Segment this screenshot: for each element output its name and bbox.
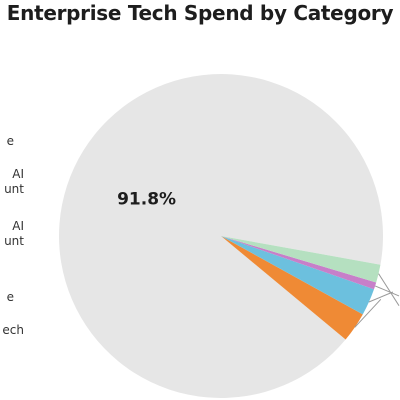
leader-line-2 — [354, 298, 382, 328]
pie-slice-4 — [221, 236, 377, 290]
legend-entry-3: AI unt — [0, 219, 24, 249]
pie-slice-3 — [221, 236, 374, 315]
legend-entry-1-line-1: e — [6, 134, 14, 148]
leader-line-4 — [374, 285, 400, 297]
slice-value-label-1: 91.8% — [117, 190, 176, 210]
legend-entry-2: AI unt — [0, 167, 24, 197]
legend-entry-4-line-1: e — [6, 290, 14, 304]
legend-entry-1: e — [0, 134, 14, 149]
chart-title: Enterprise Tech Spend by Category — [6, 1, 394, 25]
legend-entry-3-line-2: unt — [4, 234, 24, 248]
legend-entry-5: ech — [0, 323, 24, 338]
legend-entry-5-line-1: ech — [2, 323, 24, 337]
legend-entry-2-line-1: AI — [12, 167, 24, 181]
pie-slice-2 — [221, 236, 363, 340]
pie-slice-5 — [221, 236, 381, 283]
pie-slice-1 — [59, 73, 384, 398]
legend-entry-4: e — [0, 290, 14, 305]
legend-entry-2-line-2: unt — [4, 182, 24, 196]
leader-line-3 — [368, 291, 394, 303]
legend-entry-3-line-1: AI — [12, 219, 24, 233]
leader-line-5 — [378, 273, 400, 306]
